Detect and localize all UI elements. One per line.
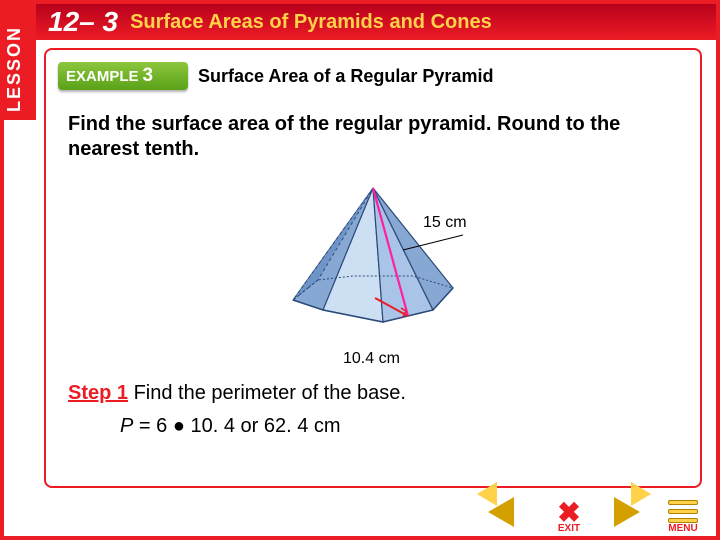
lesson-number: 12– 3 (48, 6, 118, 38)
slide-frame: LESSON 12– 3 Surface Areas of Pyramids a… (0, 0, 720, 540)
step-text: Find the perimeter of the base. (128, 382, 406, 404)
menu-label: MENU (656, 523, 710, 534)
next-button[interactable] (600, 494, 654, 530)
menu-icon (668, 500, 698, 524)
pyramid-diagram (263, 180, 483, 350)
base-edge-label: 10.4 cm (343, 350, 400, 368)
example-label: EXAMPLE (66, 68, 139, 85)
example-title: Surface Area of a Regular Pyramid (198, 66, 493, 87)
example-number: 3 (143, 65, 154, 87)
back-button[interactable] (474, 494, 528, 530)
content-panel: EXAMPLE 3 Surface Area of a Regular Pyra… (44, 48, 702, 488)
problem-prompt: Find the surface area of the regular pyr… (68, 112, 678, 162)
lesson-header: 12– 3 Surface Areas of Pyramids and Cone… (36, 4, 716, 40)
lesson-title: Surface Areas of Pyramids and Cones (130, 11, 492, 34)
step-equation: P = 6 ● 10. 4 or 62. 4 cm (120, 415, 678, 438)
step-line: Step 1 Find the perimeter of the base. (68, 382, 678, 405)
example-tab: EXAMPLE 3 (58, 62, 188, 90)
step-label: Step 1 (68, 382, 128, 404)
lesson-tab: LESSON (0, 0, 36, 120)
svg-text:LESSON: LESSON (4, 26, 24, 112)
step-block: Step 1 Find the perimeter of the base. P… (68, 382, 678, 438)
equation-var: P (120, 415, 133, 437)
exit-label: EXIT (542, 523, 596, 534)
equation-rest: = 6 ● 10. 4 or 62. 4 cm (133, 415, 340, 437)
slant-height-label: 15 cm (423, 214, 467, 232)
